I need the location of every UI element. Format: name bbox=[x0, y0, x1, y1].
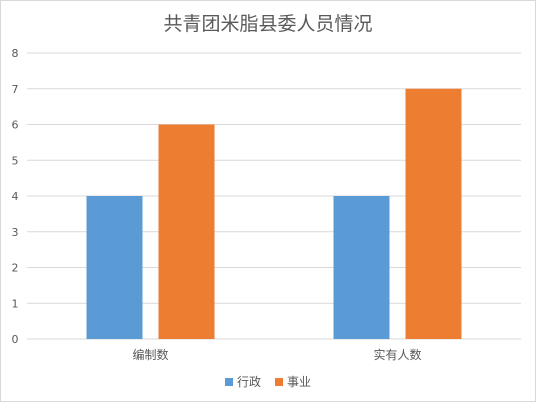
y-tick-label: 0 bbox=[12, 333, 19, 346]
legend-label: 事业 bbox=[287, 375, 312, 389]
y-tick-label: 1 bbox=[12, 297, 19, 310]
bar-chart: 0 1 2 3 4 5 6 7 8 编制数 实有人数 bbox=[12, 47, 521, 362]
legend-item-series-0: 行政 bbox=[224, 373, 261, 390]
x-tick-label: 实有人数 bbox=[373, 347, 421, 362]
y-tick-label: 7 bbox=[12, 83, 19, 96]
legend-swatch bbox=[224, 377, 233, 386]
y-tick-label: 4 bbox=[12, 190, 19, 203]
legend: 行政 事业 bbox=[1, 373, 535, 390]
legend-label: 行政 bbox=[236, 375, 261, 389]
y-tick-label: 5 bbox=[12, 154, 19, 167]
y-tick-label: 3 bbox=[12, 226, 19, 239]
bar-xingzheng-0 bbox=[86, 196, 143, 339]
y-tick-label: 8 bbox=[12, 47, 19, 60]
y-tick-label: 6 bbox=[12, 119, 19, 132]
bar-shiye-0 bbox=[158, 124, 215, 339]
chart-title: 共青团米脂县委人员情况 bbox=[163, 13, 373, 35]
y-tick-label: 2 bbox=[12, 262, 19, 275]
bar-xingzheng-1 bbox=[333, 196, 390, 339]
legend-swatch bbox=[275, 377, 283, 386]
bar-shiye-1 bbox=[405, 88, 462, 339]
legend-item-series-1: 事业 bbox=[275, 373, 311, 390]
x-tick-label: 编制数 bbox=[132, 347, 168, 362]
